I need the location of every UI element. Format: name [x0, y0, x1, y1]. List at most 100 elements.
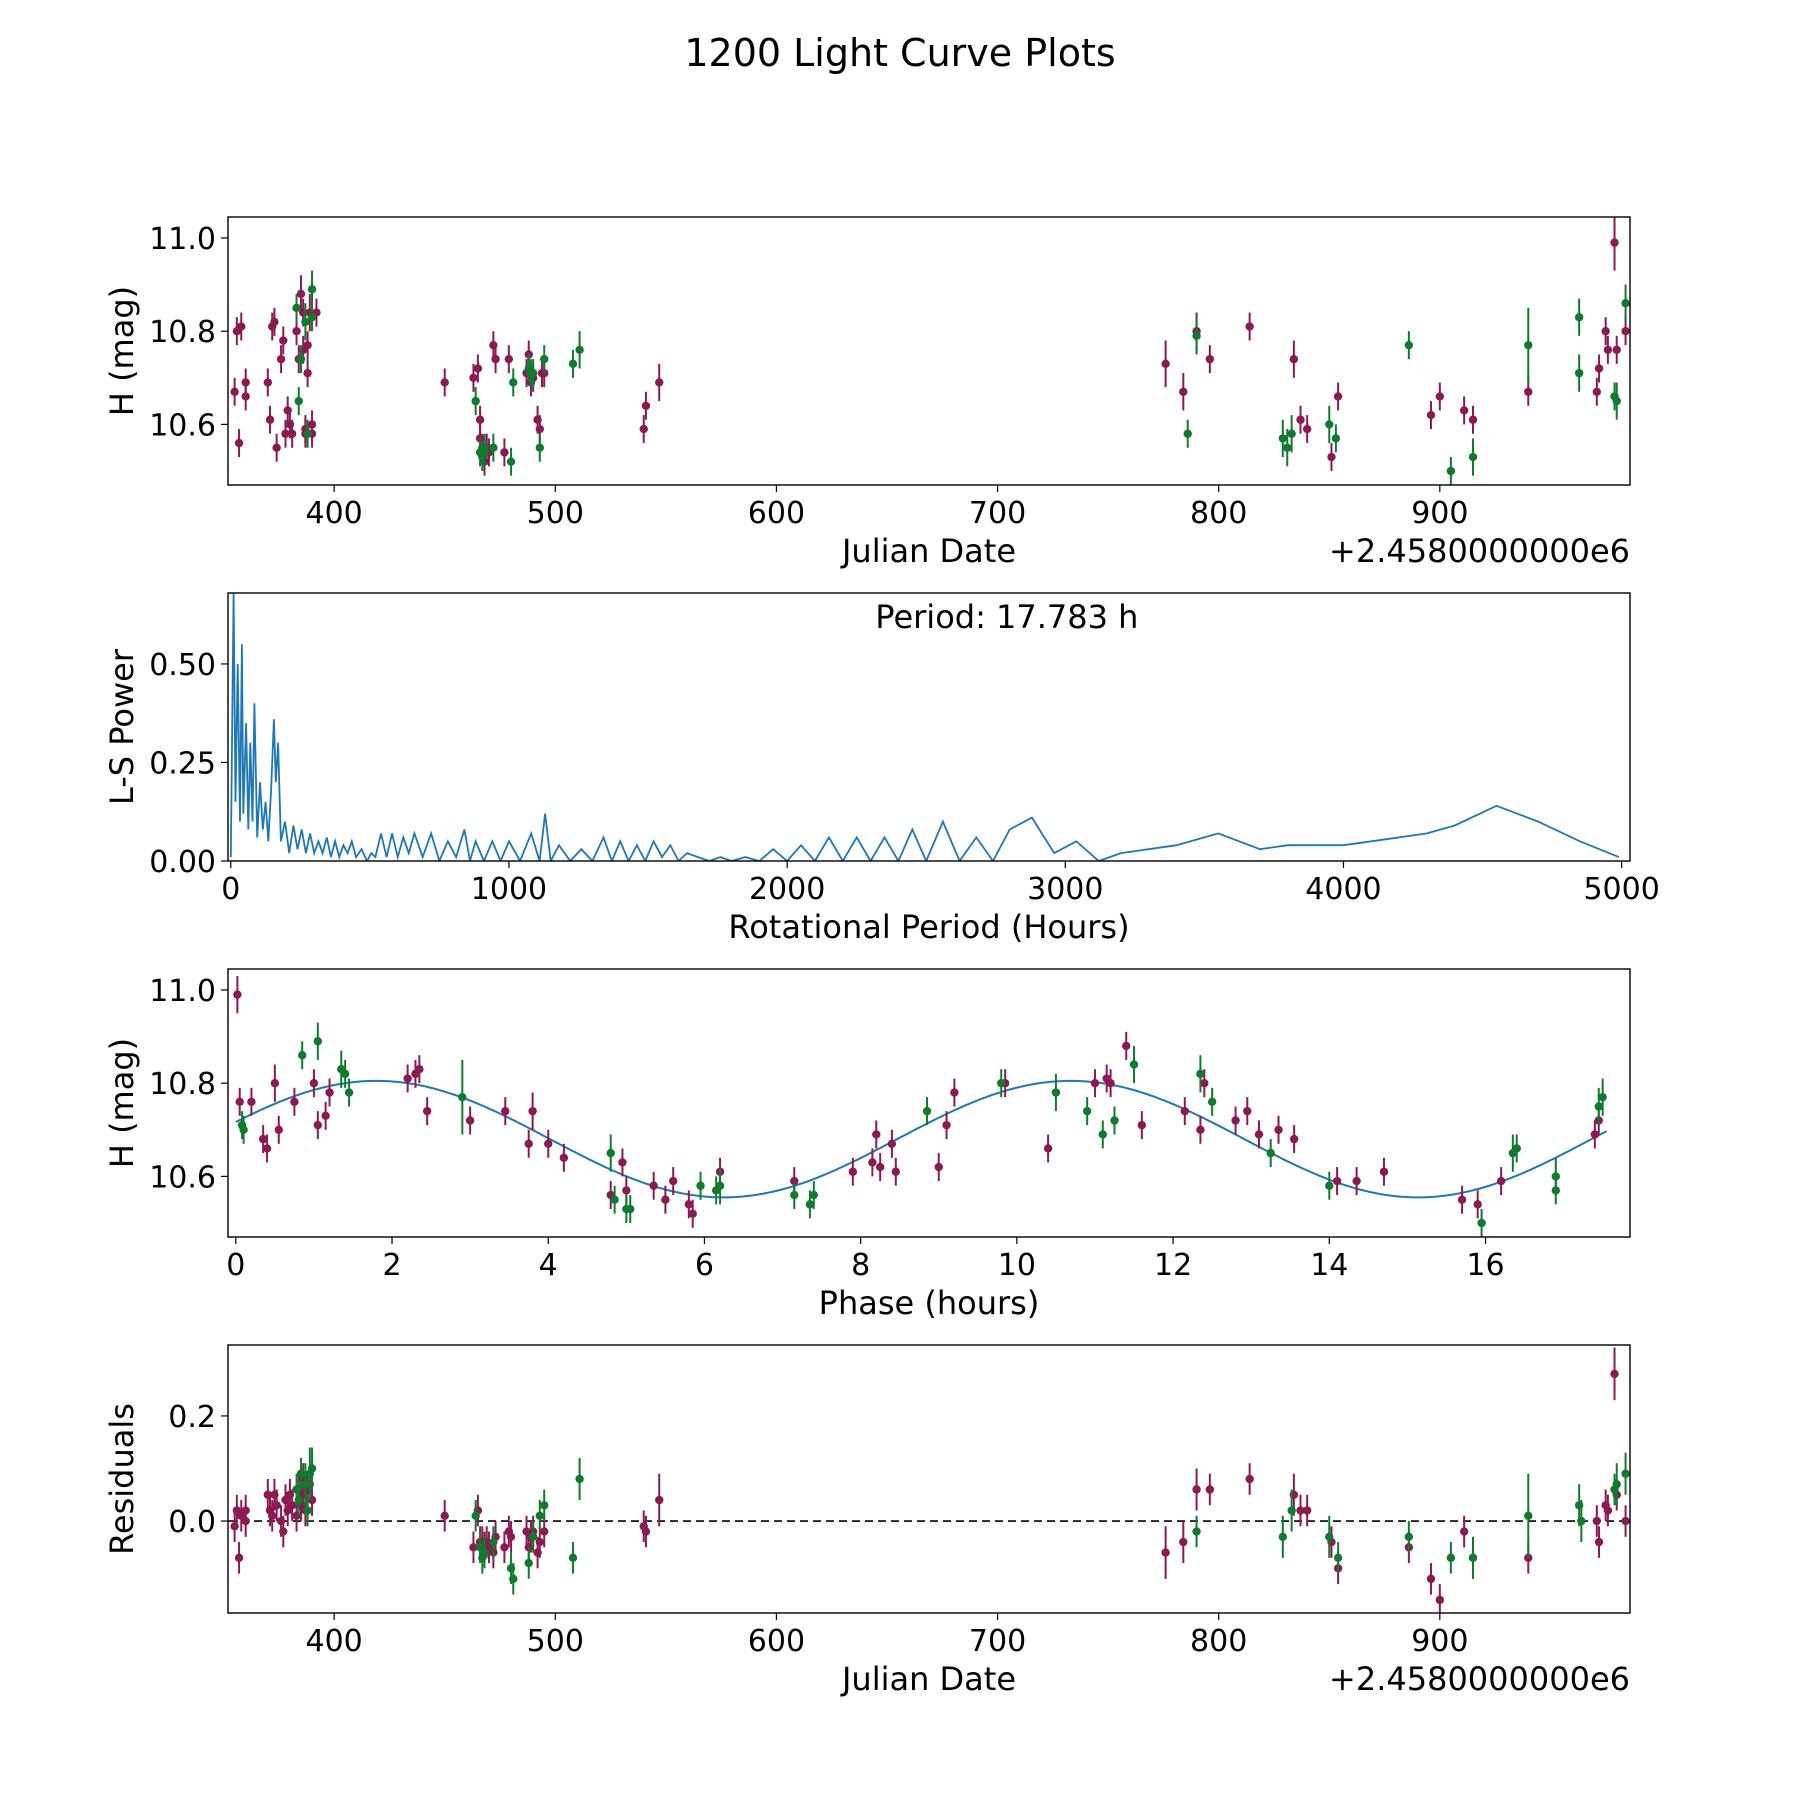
x-tick-label: 500	[527, 1624, 584, 1659]
data-point-filter-a	[622, 1186, 631, 1195]
data-point-filter-b	[1183, 429, 1192, 438]
data-point-filter-a	[1457, 1195, 1467, 1204]
data-point-filter-a	[641, 401, 651, 410]
data-point-filter-a	[1289, 354, 1299, 364]
data-point-filter-a	[504, 354, 514, 364]
data-point-filter-b	[1283, 443, 1292, 452]
x-tick-label: 900	[1411, 496, 1468, 531]
data-point-filter-a	[276, 354, 286, 364]
data-point-filter-b	[1129, 1060, 1139, 1069]
data-point-filter-b	[1446, 1553, 1456, 1563]
x-tick-label: 600	[748, 496, 805, 531]
data-point-filter-a	[296, 289, 306, 299]
data-point-filter-b	[303, 1506, 312, 1515]
data-point-filter-b	[1110, 1116, 1119, 1125]
data-point-filter-b	[1446, 466, 1456, 476]
data-point-filter-b	[1287, 429, 1296, 438]
data-point-filter-b	[1051, 1088, 1061, 1097]
data-point-filter-a	[934, 1162, 943, 1172]
axes-frame	[227, 968, 1631, 1238]
axes-frame	[227, 1344, 1631, 1614]
data-point-filter-a	[500, 448, 509, 457]
data-point-filter-a	[500, 1543, 509, 1552]
y-tick-label: 0.2	[168, 1400, 216, 1435]
y-tick-label: 10.6	[149, 408, 216, 443]
data-point-filter-a	[1243, 1106, 1252, 1116]
panel-periodogram: 0 1000 2000 3000 4000 5000 0.00 0.25 0.50 Rotatio…	[103, 592, 1660, 946]
data-point-filter-a	[535, 424, 545, 434]
plot-area	[230, 217, 1630, 485]
data-point-filter-a	[313, 1120, 323, 1130]
data-point-filter-b	[1192, 1527, 1201, 1536]
data-point-filter-a	[1621, 1516, 1630, 1526]
data-point-filter-a	[270, 1078, 280, 1088]
y-tick-label: 10.8	[149, 1067, 216, 1102]
data-point-filter-b	[528, 1532, 538, 1542]
data-point-filter-a	[1603, 345, 1613, 355]
y-tick-label: 0.25	[149, 746, 216, 781]
data-point-filter-b	[1574, 368, 1584, 378]
data-point-filter-a	[506, 1532, 516, 1542]
data-point-filter-a	[1179, 387, 1188, 396]
data-point-filter-a	[237, 322, 246, 331]
data-point-filter-b	[1207, 1097, 1217, 1107]
data-point-filter-a	[1302, 1506, 1312, 1515]
data-point-filter-a	[287, 1501, 297, 1510]
y-axis-label: H (mag)	[103, 286, 141, 416]
x-tick-label: 400	[306, 496, 363, 531]
data-point-filter-a	[469, 373, 478, 382]
data-point-filter-a	[540, 1527, 549, 1536]
x-axis-label: Rotational Period (Hours)	[728, 908, 1129, 946]
y-tick-label: 0.00	[149, 845, 216, 880]
data-point-filter-a	[649, 1181, 658, 1190]
data-point-filter-a	[1161, 359, 1170, 369]
data-point-filter-a	[440, 378, 449, 387]
data-point-filter-a	[475, 415, 485, 424]
data-point-filter-b	[292, 303, 301, 313]
x-tick-label: 0	[221, 872, 240, 907]
x-axis-label: Julian Date	[840, 1660, 1016, 1698]
data-point-filter-a	[641, 1527, 651, 1536]
x-tick-label: 14	[1310, 1248, 1348, 1283]
data-point-filter-a	[559, 1153, 569, 1162]
data-point-filter-a	[544, 1139, 553, 1148]
data-point-filter-b	[606, 1148, 615, 1158]
data-point-filter-a	[1106, 1078, 1115, 1088]
x-tick-label: 900	[1411, 1624, 1468, 1659]
x-tick-label: 5000	[1583, 872, 1659, 907]
data-point-filter-a	[1473, 1200, 1482, 1209]
data-point-filter-b	[344, 1088, 354, 1097]
data-point-filter-b	[307, 1464, 317, 1473]
data-point-filter-b	[1621, 1469, 1630, 1478]
data-point-filter-a	[1332, 1176, 1342, 1186]
data-point-filter-b	[1287, 1506, 1296, 1515]
data-point-filter-a	[469, 1543, 478, 1552]
data-point-filter-a	[1205, 1485, 1215, 1494]
data-point-filter-b	[626, 1204, 635, 1214]
data-point-filter-b	[1098, 1130, 1107, 1139]
data-point-filter-a	[1426, 410, 1436, 420]
data-point-filter-a	[1594, 364, 1604, 373]
data-point-filter-a	[1459, 1527, 1469, 1536]
data-point-filter-a	[258, 1134, 268, 1144]
power-series-line	[229, 593, 1620, 861]
data-point-filter-a	[241, 392, 250, 401]
x-tick-label: 800	[1190, 496, 1247, 531]
x-tick-label: 16	[1466, 1248, 1504, 1283]
data-point-filter-a	[1610, 1369, 1619, 1379]
data-point-filter-b	[575, 345, 584, 355]
data-point-filter-a	[887, 1139, 897, 1148]
data-point-filter-a	[303, 368, 312, 378]
data-point-filter-a	[1333, 392, 1343, 401]
data-point-filter-a	[848, 1167, 858, 1176]
data-point-filter-a	[618, 1158, 627, 1167]
y-tick-label: 0.0	[168, 1505, 216, 1540]
data-point-filter-a	[303, 340, 312, 350]
data-point-filter-a	[528, 1106, 537, 1116]
data-point-filter-b	[303, 429, 312, 438]
data-point-filter-a	[1601, 326, 1610, 336]
data-point-filter-b	[296, 1469, 306, 1478]
x-tick-label: 400	[306, 1624, 363, 1659]
data-point-filter-a	[1610, 238, 1619, 247]
